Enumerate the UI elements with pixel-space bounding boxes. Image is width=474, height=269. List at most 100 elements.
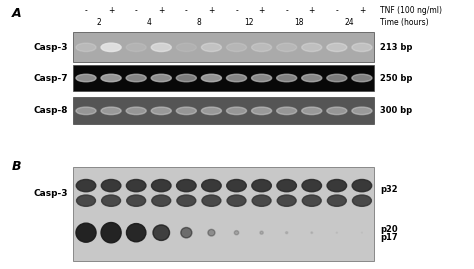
Ellipse shape bbox=[302, 195, 321, 206]
Ellipse shape bbox=[353, 195, 372, 206]
Ellipse shape bbox=[76, 107, 96, 115]
Ellipse shape bbox=[152, 195, 171, 206]
Ellipse shape bbox=[327, 107, 347, 115]
Ellipse shape bbox=[151, 107, 171, 115]
Ellipse shape bbox=[201, 107, 221, 115]
Ellipse shape bbox=[76, 179, 96, 192]
Ellipse shape bbox=[126, 107, 146, 115]
Ellipse shape bbox=[152, 179, 171, 192]
Text: 300 bp: 300 bp bbox=[380, 106, 412, 115]
Text: +: + bbox=[309, 6, 315, 15]
Text: 18: 18 bbox=[294, 18, 304, 27]
Ellipse shape bbox=[208, 229, 215, 236]
Ellipse shape bbox=[101, 222, 121, 243]
Ellipse shape bbox=[277, 43, 297, 52]
Text: p17: p17 bbox=[380, 233, 398, 242]
Text: -: - bbox=[85, 6, 87, 15]
Ellipse shape bbox=[177, 179, 196, 192]
Text: -: - bbox=[135, 6, 137, 15]
Ellipse shape bbox=[101, 195, 120, 206]
Text: B: B bbox=[12, 160, 21, 173]
Text: 250 bp: 250 bp bbox=[380, 73, 412, 83]
Ellipse shape bbox=[327, 74, 347, 82]
Ellipse shape bbox=[127, 179, 146, 192]
Ellipse shape bbox=[302, 43, 322, 52]
Ellipse shape bbox=[101, 107, 121, 115]
Ellipse shape bbox=[181, 228, 192, 238]
Ellipse shape bbox=[151, 74, 171, 82]
Ellipse shape bbox=[260, 231, 263, 234]
Ellipse shape bbox=[201, 74, 221, 82]
Ellipse shape bbox=[202, 195, 221, 206]
Text: +: + bbox=[359, 6, 365, 15]
Text: A: A bbox=[12, 7, 21, 20]
Text: Casp-3: Casp-3 bbox=[33, 43, 68, 52]
Text: +: + bbox=[108, 6, 114, 15]
Ellipse shape bbox=[101, 179, 121, 192]
Ellipse shape bbox=[277, 195, 296, 206]
Ellipse shape bbox=[252, 179, 271, 192]
Text: p32: p32 bbox=[380, 185, 398, 194]
Ellipse shape bbox=[176, 107, 196, 115]
Ellipse shape bbox=[352, 43, 372, 52]
Text: 8: 8 bbox=[197, 18, 201, 27]
Text: -: - bbox=[336, 6, 338, 15]
Ellipse shape bbox=[151, 43, 171, 52]
Ellipse shape bbox=[153, 225, 170, 240]
Text: Casp-3: Casp-3 bbox=[33, 189, 68, 198]
Ellipse shape bbox=[176, 43, 196, 52]
Ellipse shape bbox=[302, 74, 322, 82]
Ellipse shape bbox=[201, 179, 221, 192]
Ellipse shape bbox=[227, 43, 246, 52]
Bar bbox=[73, 65, 374, 91]
Ellipse shape bbox=[277, 74, 297, 82]
Ellipse shape bbox=[76, 223, 96, 242]
Text: +: + bbox=[158, 6, 164, 15]
Ellipse shape bbox=[327, 179, 346, 192]
Ellipse shape bbox=[328, 195, 346, 206]
Ellipse shape bbox=[302, 107, 322, 115]
Text: -: - bbox=[285, 6, 288, 15]
Ellipse shape bbox=[76, 195, 95, 206]
Text: Time (hours): Time (hours) bbox=[380, 18, 429, 27]
Text: 4: 4 bbox=[146, 18, 151, 27]
Ellipse shape bbox=[227, 179, 246, 192]
Ellipse shape bbox=[252, 107, 272, 115]
Ellipse shape bbox=[234, 231, 239, 235]
Ellipse shape bbox=[252, 43, 272, 52]
Ellipse shape bbox=[277, 107, 297, 115]
Ellipse shape bbox=[252, 74, 272, 82]
Ellipse shape bbox=[252, 195, 271, 206]
Text: +: + bbox=[208, 6, 215, 15]
Text: Casp-7: Casp-7 bbox=[33, 73, 68, 83]
Ellipse shape bbox=[227, 195, 246, 206]
Ellipse shape bbox=[201, 43, 221, 52]
Text: 2: 2 bbox=[96, 18, 101, 27]
Text: 12: 12 bbox=[244, 18, 254, 27]
Text: Casp-8: Casp-8 bbox=[33, 106, 68, 115]
Text: p20: p20 bbox=[380, 225, 398, 234]
Ellipse shape bbox=[177, 195, 196, 206]
Ellipse shape bbox=[126, 74, 146, 82]
Bar bbox=[73, 167, 374, 261]
Ellipse shape bbox=[277, 179, 296, 192]
Text: TNF (100 ng/ml): TNF (100 ng/ml) bbox=[380, 6, 442, 15]
Text: 213 bp: 213 bp bbox=[380, 43, 412, 52]
Ellipse shape bbox=[311, 232, 313, 233]
Ellipse shape bbox=[352, 179, 372, 192]
Ellipse shape bbox=[76, 43, 96, 52]
Bar bbox=[73, 32, 374, 62]
Ellipse shape bbox=[352, 107, 372, 115]
Ellipse shape bbox=[227, 107, 246, 115]
Ellipse shape bbox=[101, 74, 121, 82]
Ellipse shape bbox=[127, 195, 146, 206]
Text: +: + bbox=[258, 6, 265, 15]
Text: -: - bbox=[185, 6, 188, 15]
Text: -: - bbox=[235, 6, 238, 15]
Ellipse shape bbox=[76, 74, 96, 82]
Ellipse shape bbox=[126, 43, 146, 52]
Text: 24: 24 bbox=[345, 18, 354, 27]
Ellipse shape bbox=[101, 43, 121, 52]
Ellipse shape bbox=[336, 232, 337, 233]
Ellipse shape bbox=[302, 179, 321, 192]
